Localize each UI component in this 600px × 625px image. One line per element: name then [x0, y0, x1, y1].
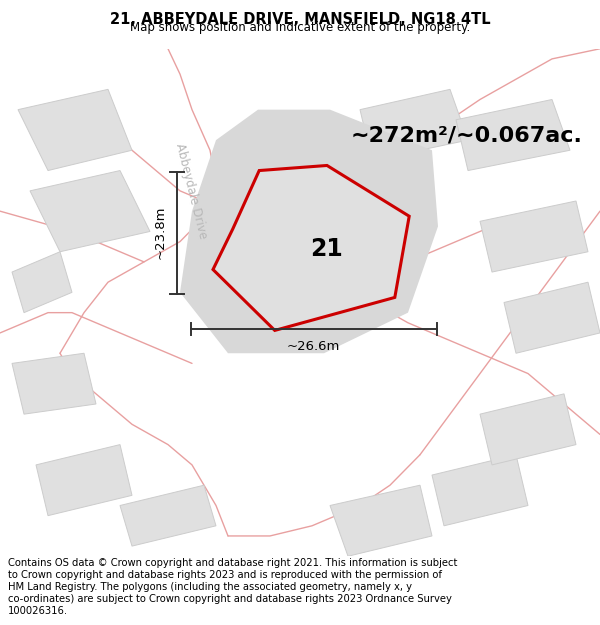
- Text: ~23.8m: ~23.8m: [153, 206, 166, 259]
- Polygon shape: [30, 171, 150, 252]
- Polygon shape: [330, 485, 432, 556]
- Polygon shape: [480, 201, 588, 272]
- Polygon shape: [120, 485, 216, 546]
- Polygon shape: [36, 444, 132, 516]
- Polygon shape: [18, 89, 132, 171]
- Polygon shape: [12, 252, 72, 312]
- Text: ~26.6m: ~26.6m: [287, 340, 340, 353]
- Text: co-ordinates) are subject to Crown copyright and database rights 2023 Ordnance S: co-ordinates) are subject to Crown copyr…: [8, 594, 452, 604]
- Polygon shape: [432, 455, 528, 526]
- Text: Contains OS data © Crown copyright and database right 2021. This information is : Contains OS data © Crown copyright and d…: [8, 558, 457, 568]
- Polygon shape: [180, 109, 438, 353]
- Polygon shape: [360, 89, 468, 161]
- Polygon shape: [213, 166, 409, 331]
- Text: 100026316.: 100026316.: [8, 606, 68, 616]
- Text: 21, ABBEYDALE DRIVE, MANSFIELD, NG18 4TL: 21, ABBEYDALE DRIVE, MANSFIELD, NG18 4TL: [110, 12, 490, 27]
- Text: Abbeydale Drive: Abbeydale Drive: [173, 142, 209, 240]
- Polygon shape: [12, 353, 96, 414]
- Text: HM Land Registry. The polygons (including the associated geometry, namely x, y: HM Land Registry. The polygons (includin…: [8, 582, 412, 592]
- Text: ~272m²/~0.067ac.: ~272m²/~0.067ac.: [351, 125, 583, 145]
- Text: 21: 21: [311, 238, 343, 261]
- Polygon shape: [504, 282, 600, 353]
- Text: to Crown copyright and database rights 2023 and is reproduced with the permissio: to Crown copyright and database rights 2…: [8, 571, 442, 581]
- Polygon shape: [480, 394, 576, 465]
- Polygon shape: [456, 99, 570, 171]
- Text: Map shows position and indicative extent of the property.: Map shows position and indicative extent…: [130, 21, 470, 34]
